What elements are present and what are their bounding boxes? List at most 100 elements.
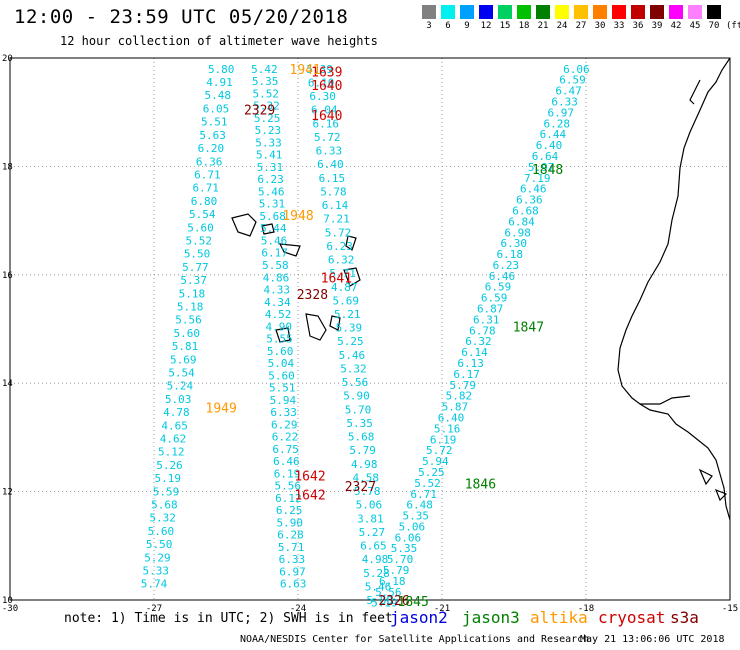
island-boa-vista bbox=[343, 267, 361, 287]
bijagos-islands bbox=[698, 468, 728, 502]
wave-height-value: 6.14 bbox=[461, 346, 488, 359]
wave-height-value: 6.04 bbox=[311, 104, 338, 117]
pass-time-label: 2328 bbox=[297, 288, 328, 303]
wave-height-value: 5.79 bbox=[383, 564, 410, 577]
wave-height-value: 5.60 bbox=[187, 221, 214, 234]
scale-swatch bbox=[517, 5, 531, 19]
wave-height-value: 5.78 bbox=[354, 485, 381, 498]
wave-height-value: 5.25 bbox=[337, 335, 364, 348]
pass-time-label: 1941 bbox=[290, 63, 321, 78]
wave-height-value: 4.78 bbox=[163, 406, 190, 419]
wave-height-value: 5.72 bbox=[314, 131, 341, 144]
page-title: 12:00 - 23:59 UTC 05/20/2018 bbox=[14, 6, 349, 28]
wave-height-value: 4.98 bbox=[351, 458, 378, 471]
dakhla-peninsula bbox=[689, 79, 701, 105]
wave-height-value: 6.46 bbox=[520, 183, 547, 196]
pass-time-label: 1640 bbox=[311, 79, 342, 94]
wave-height-value: 5.56 bbox=[175, 314, 202, 327]
scale-label: 42 bbox=[670, 21, 682, 31]
pass-time-label: 1846 bbox=[465, 477, 496, 492]
scale-label: 9 bbox=[464, 21, 470, 31]
wave-height-value: 5.72 bbox=[325, 226, 352, 239]
pass-time-label: 1642 bbox=[294, 488, 325, 503]
wave-height-value: 5.35 bbox=[402, 510, 429, 523]
wave-height-value: 5.78 bbox=[320, 185, 347, 198]
wave-height-value: 5.16 bbox=[434, 422, 461, 435]
island-maio bbox=[329, 315, 341, 331]
generated-timestamp: May 21 13:06:06 UTC 2018 bbox=[580, 634, 725, 645]
pass-time-label: 1642 bbox=[294, 469, 325, 484]
map-frame bbox=[9, 57, 731, 601]
wave-height-value: 6.40 bbox=[438, 411, 465, 424]
island-sal bbox=[345, 235, 357, 251]
legend-item: s3a bbox=[670, 608, 699, 627]
scale-swatch bbox=[669, 5, 683, 19]
wave-height-value: 5.90 bbox=[277, 516, 304, 529]
wave-height-value: 6.19 bbox=[274, 467, 301, 480]
wave-height-value: 6.28 bbox=[544, 117, 571, 130]
wave-height-value: 5.82 bbox=[446, 390, 473, 403]
scale-label: 6 bbox=[445, 21, 451, 31]
wave-height-value: 5.18 bbox=[179, 287, 206, 300]
wave-height-value: 6.71 bbox=[194, 168, 221, 181]
wave-height-value: 5.19 bbox=[371, 597, 398, 610]
wave-height-value: 6.23 bbox=[257, 173, 284, 186]
wave-height-value: 6.48 bbox=[406, 499, 433, 512]
wave-height-value: 5.37 bbox=[180, 274, 207, 287]
scale-label: 18 bbox=[518, 21, 530, 31]
scale-swatch bbox=[650, 5, 664, 19]
wave-height-value: 5.12 bbox=[158, 446, 185, 459]
wave-height-value: 5.06 bbox=[399, 520, 426, 533]
wave-height-value: 5.94 bbox=[270, 394, 297, 407]
wave-height-value: 6.06 bbox=[563, 63, 590, 76]
wave-height-value: 5.27 bbox=[359, 526, 386, 539]
wave-height-value: 6.40 bbox=[536, 139, 563, 152]
wave-height-value: 6.12 bbox=[275, 492, 302, 505]
lat-tick-label: 20 bbox=[2, 54, 13, 64]
wave-height-value: 6.22 bbox=[272, 431, 299, 444]
wave-height-value: 6.20 bbox=[198, 142, 225, 155]
scale-swatch bbox=[688, 5, 702, 19]
pass-time-label: 1641 bbox=[321, 272, 352, 287]
wave-height-value: 5.48 bbox=[205, 89, 232, 102]
wave-height-value: 6.16 bbox=[313, 117, 340, 130]
wave-height-value: 5.26 bbox=[156, 459, 183, 472]
wave-height-value: 5.23 bbox=[255, 124, 282, 137]
wave-height-value: 6.33 bbox=[316, 145, 343, 158]
wave-height-value: 5.59 bbox=[153, 485, 180, 498]
wave-height-value: 5.39 bbox=[336, 322, 363, 335]
wave-height-value: 5.46 bbox=[365, 580, 392, 593]
wave-height-value: 5.79 bbox=[349, 444, 376, 457]
wave-height-value: 5.60 bbox=[173, 327, 200, 340]
wave-height-value: 5.54 bbox=[189, 208, 216, 221]
wave-height-value: 5.18 bbox=[177, 300, 204, 313]
wave-height-value: 6.17 bbox=[453, 368, 480, 381]
lon-tick-label: -27 bbox=[146, 604, 162, 614]
legend-item: jason2 bbox=[390, 608, 448, 627]
wave-height-value: 5.39 bbox=[306, 63, 333, 76]
wave-height-value: 5.54 bbox=[168, 366, 195, 379]
wave-height-value: 5.74 bbox=[141, 578, 168, 591]
wave-height-value: 6.31 bbox=[473, 313, 500, 326]
scale-label: 3 bbox=[426, 21, 432, 31]
lon-tick-label: -18 bbox=[578, 604, 594, 614]
scale-label: 36 bbox=[632, 21, 644, 31]
wave-height-value: 6.33 bbox=[551, 96, 578, 109]
wave-height-value: 5.46 bbox=[258, 185, 285, 198]
wave-height-value: 5.56 bbox=[342, 376, 369, 389]
scale-label: 12 bbox=[480, 21, 492, 31]
wave-height-value: 6.44 bbox=[540, 128, 567, 141]
scale-label: 27 bbox=[575, 21, 587, 31]
coastline bbox=[231, 57, 731, 521]
lon-tick-label: -24 bbox=[290, 604, 306, 614]
wave-height-value: 5.51 bbox=[269, 382, 296, 395]
wave-height-value: 6.13 bbox=[457, 357, 484, 370]
wave-height-value: 4.62 bbox=[160, 433, 187, 446]
wave-height-value: 5.70 bbox=[387, 553, 414, 566]
wave-height-value: 4.58 bbox=[353, 471, 380, 484]
wave-height-value: 6.28 bbox=[277, 529, 304, 542]
wave-height-value: 6.78 bbox=[469, 324, 496, 337]
wave-height-value: 6.46 bbox=[489, 270, 516, 283]
wave-height-value: 5.68 bbox=[348, 431, 375, 444]
wave-height-value: 6.29 bbox=[271, 418, 298, 431]
